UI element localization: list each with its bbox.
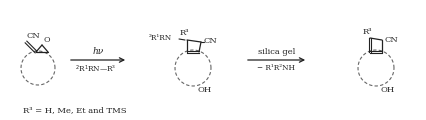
Text: ²R¹RN: ²R¹RN: [149, 34, 172, 42]
Text: CN: CN: [384, 36, 398, 44]
Text: O: O: [44, 36, 50, 44]
Text: − R¹R²NH: − R¹R²NH: [257, 64, 295, 72]
Text: OH: OH: [198, 86, 212, 94]
Text: silica gel: silica gel: [257, 48, 294, 56]
Text: R³: R³: [361, 28, 371, 36]
Text: CN: CN: [204, 37, 217, 45]
Text: $^2$R$^1$RN—R³: $^2$R$^1$RN—R³: [75, 64, 116, 75]
Text: CN: CN: [27, 32, 40, 40]
Text: R³: R³: [179, 29, 188, 37]
Text: R³ = H, Me, Et and TMS: R³ = H, Me, Et and TMS: [23, 106, 127, 114]
Text: hν: hν: [92, 47, 104, 56]
Text: OH: OH: [380, 86, 394, 94]
